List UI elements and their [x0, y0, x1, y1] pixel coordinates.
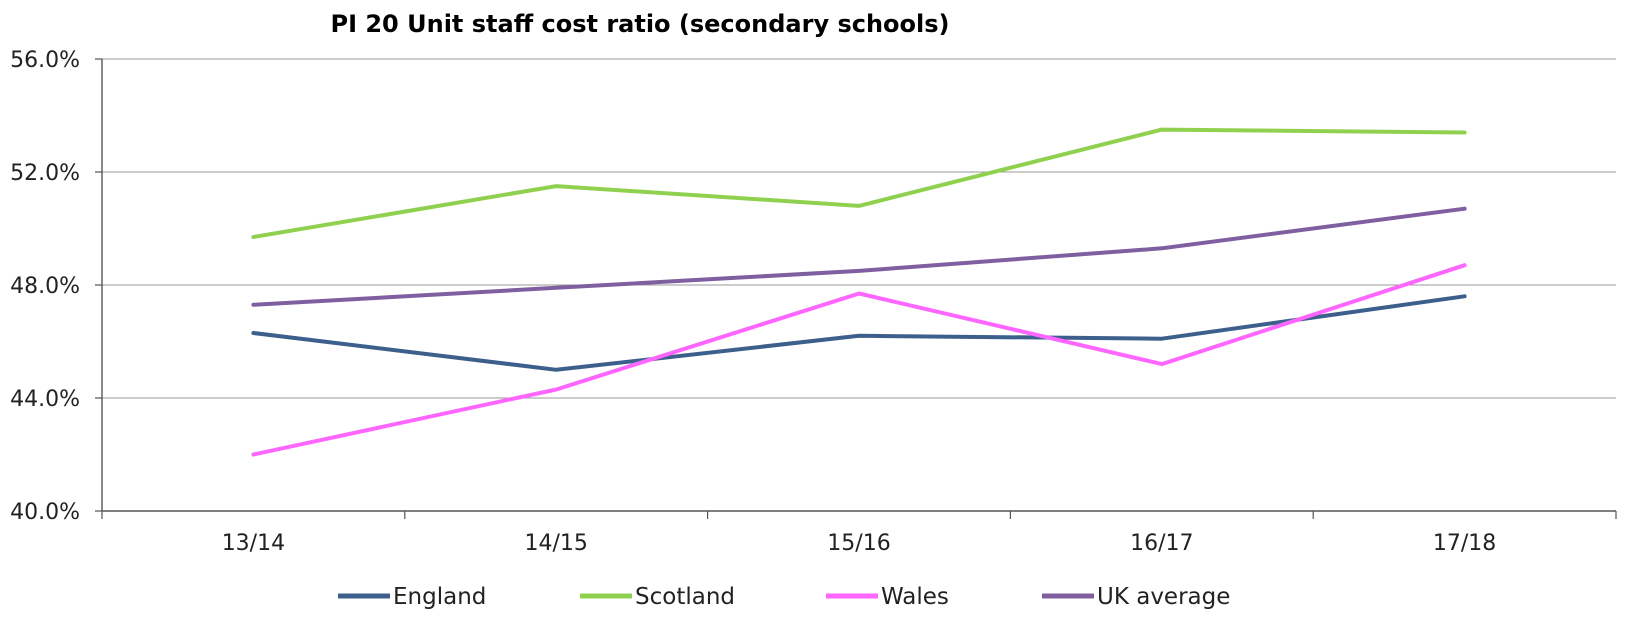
legend-item-england: England [338, 584, 486, 610]
legend-label: UK average [1097, 584, 1230, 610]
legend-label: Wales [881, 584, 949, 610]
gridlines [102, 58, 1616, 399]
x-tick-label: 14/15 [524, 531, 587, 556]
legend-item-uk-average: UK average [1042, 584, 1230, 610]
series-line-scotland [251, 127, 1467, 239]
legend: England Scotland Wales UK average [338, 584, 1230, 610]
series-line-wales [251, 263, 1467, 457]
series-lines [251, 127, 1467, 457]
series-line-uk-average [251, 206, 1467, 307]
series-line-england [251, 294, 1467, 372]
y-tick-label: 56.0% [10, 48, 80, 73]
chart-title: PI 20 Unit staff cost ratio (secondary s… [330, 10, 949, 38]
y-tick-label: 40.0% [10, 500, 80, 525]
y-tick-label: 44.0% [10, 387, 80, 412]
x-tick-label: 16/17 [1130, 531, 1193, 556]
y-axis-ticks: 40.0% 44.0% 48.0% 52.0% 56.0% [10, 48, 102, 525]
legend-item-scotland: Scotland [580, 584, 735, 610]
x-tick-label: 15/16 [827, 531, 890, 556]
y-tick-label: 52.0% [10, 161, 80, 186]
x-axis-ticks: 13/14 14/15 15/16 16/17 17/18 [101, 511, 1617, 556]
legend-item-wales: Wales [826, 584, 949, 610]
legend-label: England [393, 584, 486, 610]
x-tick-label: 13/14 [222, 531, 285, 556]
legend-label: Scotland [635, 584, 735, 610]
x-tick-label: 17/18 [1433, 531, 1496, 556]
y-tick-label: 48.0% [10, 274, 80, 299]
